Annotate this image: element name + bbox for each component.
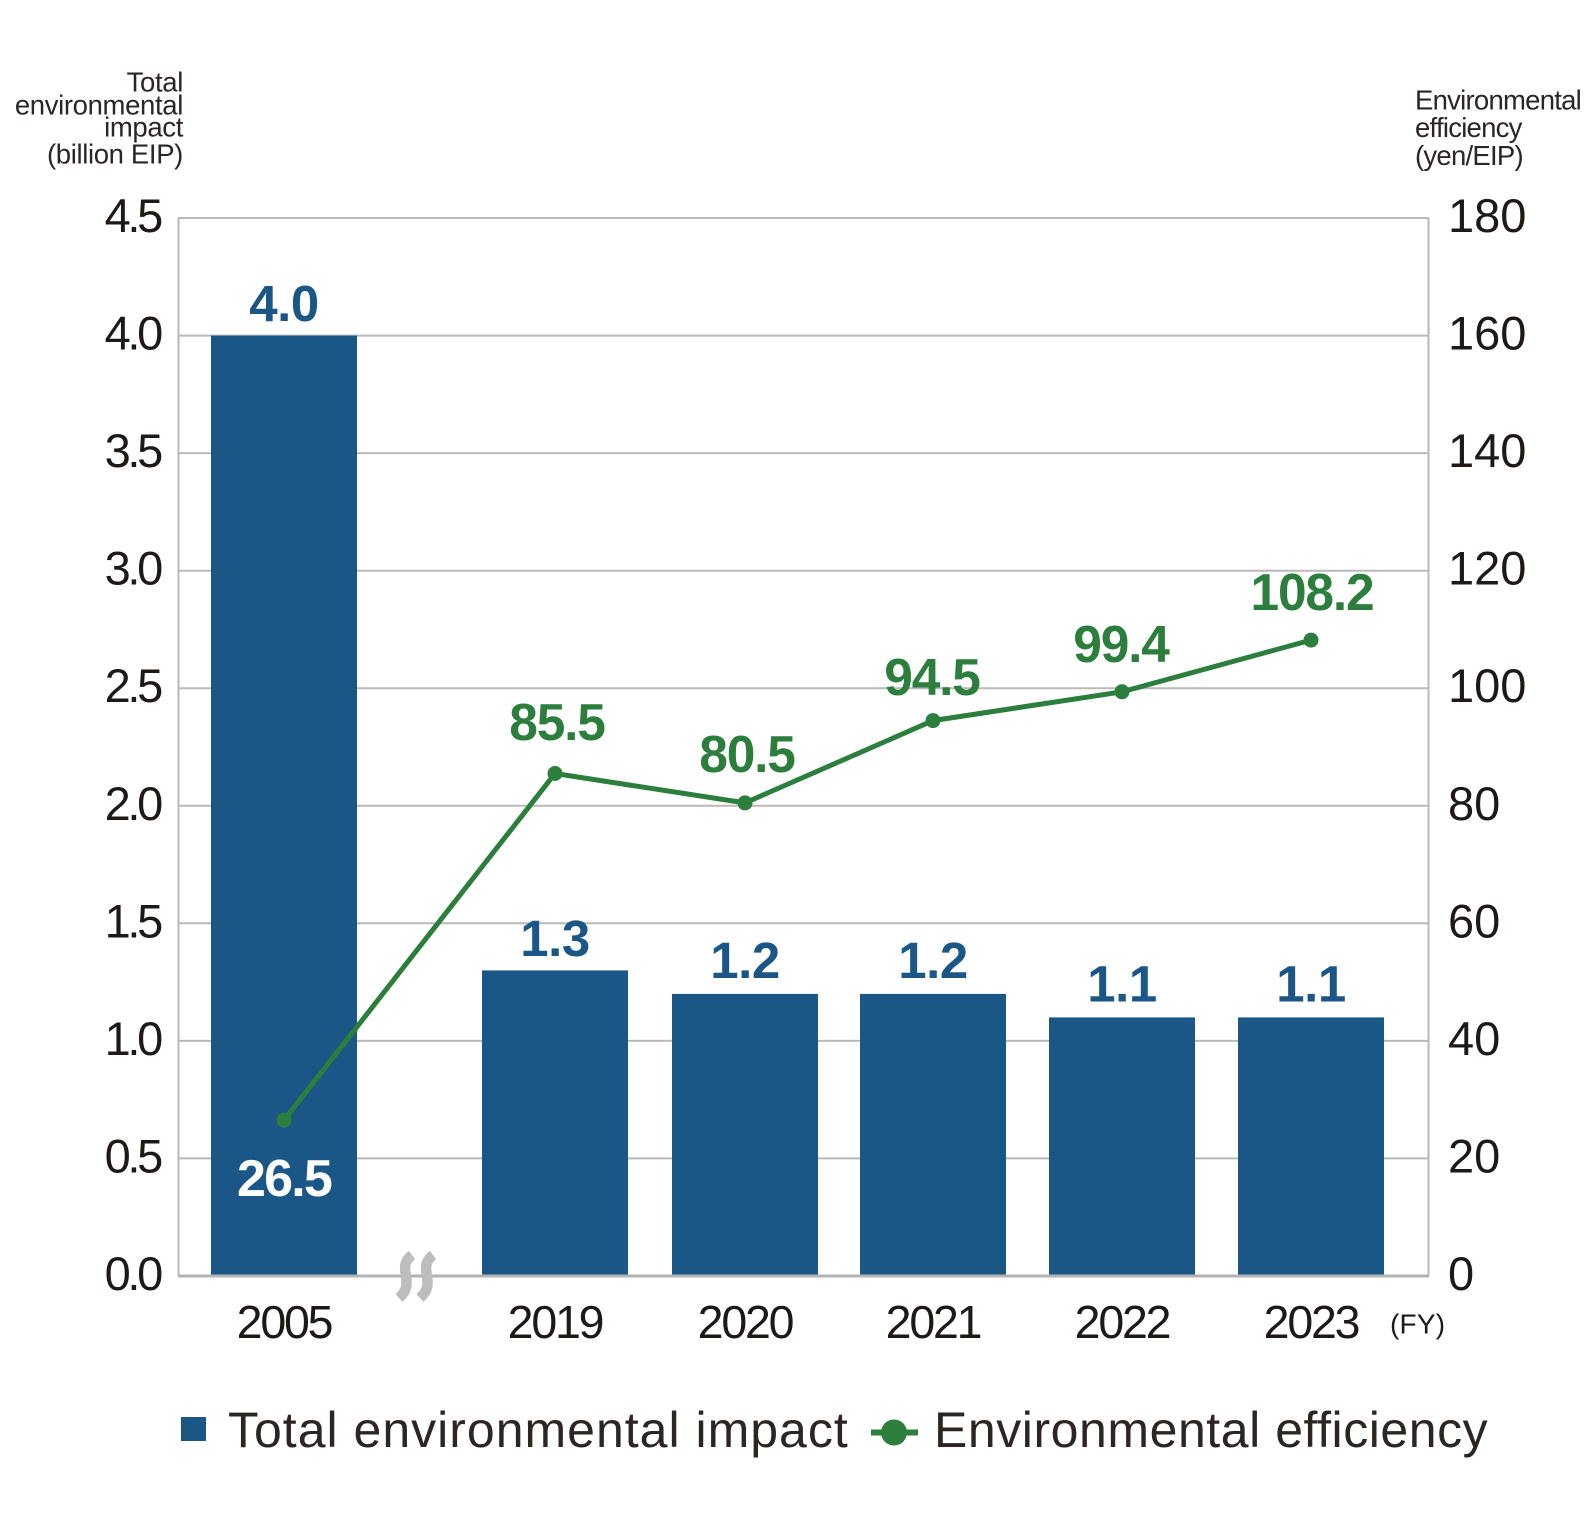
svg-text:2019: 2019	[508, 1296, 603, 1348]
svg-text:120: 120	[1448, 542, 1526, 595]
svg-text:0: 0	[1448, 1247, 1474, 1300]
svg-text:180: 180	[1448, 189, 1526, 242]
svg-text:(yen/EIP): (yen/EIP)	[1415, 140, 1523, 171]
svg-text:4.0: 4.0	[249, 275, 318, 332]
svg-text:1.3: 1.3	[520, 910, 589, 967]
svg-text:40: 40	[1448, 1012, 1500, 1065]
svg-text:Environmental: Environmental	[1415, 84, 1581, 115]
svg-text:4.0: 4.0	[105, 307, 163, 360]
svg-text:0.0: 0.0	[105, 1247, 163, 1300]
svg-text:99.4: 99.4	[1073, 615, 1170, 673]
svg-text:2022: 2022	[1075, 1296, 1170, 1348]
svg-text:1.2: 1.2	[898, 932, 967, 989]
svg-text:1.5: 1.5	[105, 894, 163, 947]
svg-text:2020: 2020	[698, 1296, 794, 1348]
svg-text:Total environmental impact: Total environmental impact	[228, 1402, 849, 1458]
svg-text:20: 20	[1448, 1129, 1500, 1182]
svg-text:2023: 2023	[1264, 1296, 1359, 1348]
svg-text:2.0: 2.0	[105, 777, 163, 830]
svg-text:4.5: 4.5	[105, 189, 163, 242]
svg-text:94.5: 94.5	[884, 648, 980, 706]
svg-text:Environmental efficiency: Environmental efficiency	[934, 1402, 1488, 1458]
svg-text:1.0: 1.0	[105, 1012, 163, 1065]
svg-text:80.5: 80.5	[699, 725, 795, 783]
svg-text:1.1: 1.1	[1276, 956, 1345, 1013]
svg-text:efficiency: efficiency	[1415, 112, 1523, 143]
svg-text:impact: impact	[104, 112, 184, 143]
svg-text:3.5: 3.5	[105, 424, 163, 477]
svg-text:Total: Total	[127, 67, 183, 98]
svg-text:1.1: 1.1	[1087, 956, 1156, 1013]
svg-text:2021: 2021	[886, 1296, 981, 1348]
svg-text:160: 160	[1448, 307, 1526, 360]
svg-text:2.5: 2.5	[105, 659, 163, 712]
svg-text:1.2: 1.2	[710, 932, 779, 989]
svg-text:environmental: environmental	[15, 89, 183, 120]
svg-text:85.5: 85.5	[509, 693, 605, 751]
svg-text:140: 140	[1448, 424, 1526, 477]
svg-text:0.5: 0.5	[105, 1129, 163, 1182]
svg-text:(FY): (FY)	[1390, 1309, 1445, 1340]
svg-text:108.2: 108.2	[1251, 563, 1374, 621]
svg-text:3.0: 3.0	[105, 542, 163, 595]
svg-text:100: 100	[1448, 659, 1526, 712]
svg-text:2005: 2005	[237, 1296, 332, 1348]
svg-text:80: 80	[1448, 777, 1500, 830]
svg-text:60: 60	[1448, 894, 1500, 947]
svg-text:(billion EIP): (billion EIP)	[47, 139, 183, 170]
svg-text:26.5: 26.5	[237, 1150, 332, 1208]
